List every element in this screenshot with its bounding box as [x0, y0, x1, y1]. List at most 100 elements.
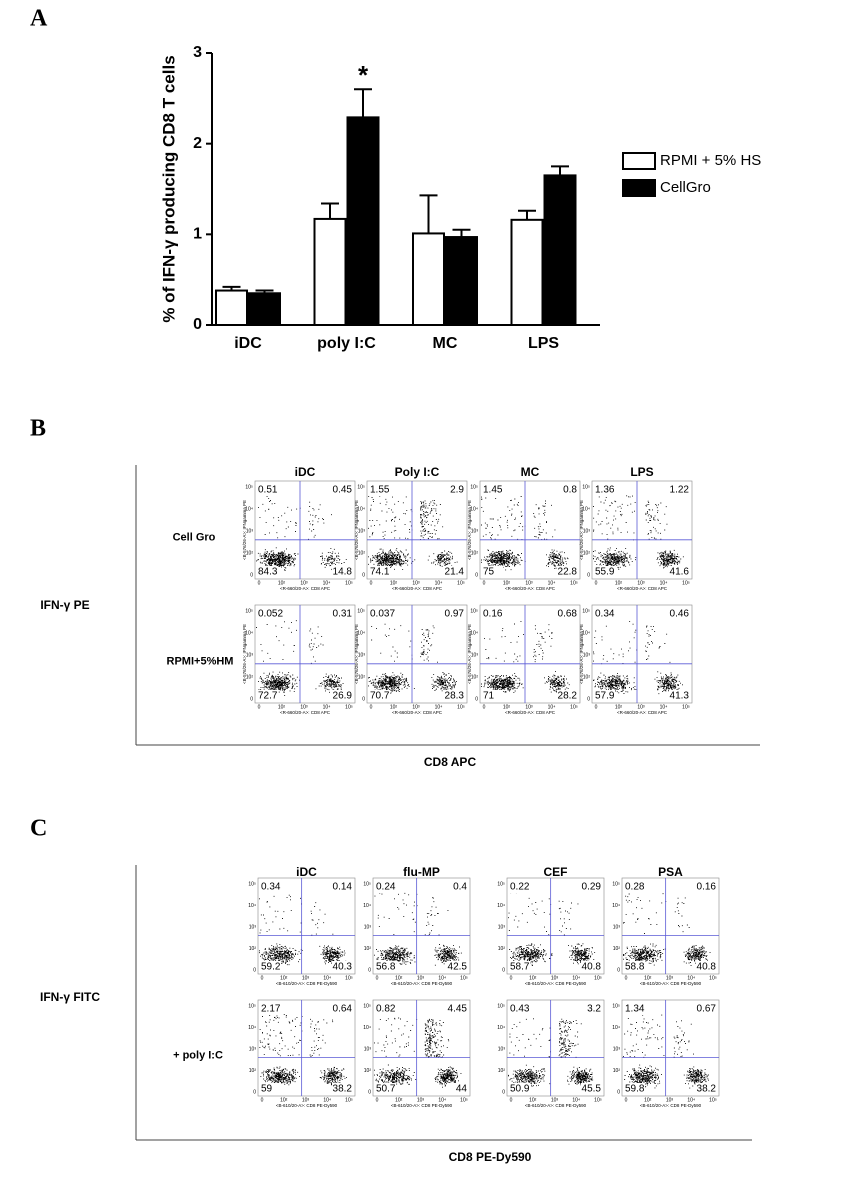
flow-plot: 0.43 3.2 50.9 45.5 00 10² 10² 10³ 10³ 10⁴ 10⁴ 10⁵ 10… — [497, 999, 605, 1108]
quadrant-value: 1.55 — [370, 485, 390, 496]
quadrant-value: 44 — [456, 1084, 468, 1095]
quadrant-value: 22.8 — [558, 567, 578, 578]
quadrant-value: 1.22 — [670, 485, 690, 496]
plot-tick-label: 10² — [471, 550, 479, 556]
plot-tick-label: 0 — [370, 704, 373, 710]
plot-tick-label: 10⁴ — [323, 1097, 331, 1103]
quadrant-value: 75 — [483, 567, 495, 578]
flow-plot: 0.24 0.4 56.8 42.5 00 10² 10² 10³ 10³ 10⁴ 10⁴ 10⁵ 10… — [363, 877, 471, 986]
panel-label: A — [30, 6, 48, 32]
bar — [215, 289, 248, 326]
label-bg — [368, 484, 390, 496]
quadrant-value: 59.2 — [261, 962, 281, 973]
label-bg — [669, 566, 691, 578]
plot-tick-label: 0 — [617, 1089, 620, 1095]
plot-tick-label: 10⁵ — [460, 975, 468, 981]
plot-tick-label: 10³ — [583, 652, 591, 658]
plot-tick-label: 10⁴ — [687, 975, 695, 981]
label-bg — [669, 608, 691, 620]
plot-tick-label: 10⁵ — [248, 1003, 256, 1009]
label-bg — [696, 881, 718, 893]
plot-tick-label: 10⁵ — [460, 1097, 468, 1103]
plot-tick-label: 10⁴ — [497, 903, 505, 909]
plot-tick-label: 10² — [503, 704, 511, 710]
plot-tick-label: 0 — [250, 572, 253, 578]
label-bg — [669, 484, 691, 496]
plot-tick-label: 10³ — [246, 528, 254, 534]
plot-tick-label: 10² — [395, 975, 403, 981]
plot-tick-label: 10⁴ — [572, 975, 580, 981]
label-bg — [623, 1083, 645, 1095]
plot-tick-label: 10³ — [666, 975, 674, 981]
plot-tick-label: 10² — [644, 975, 652, 981]
plot-tick-label: 10² — [613, 1068, 621, 1074]
column-title: iDC — [295, 465, 316, 479]
dots — [256, 496, 347, 571]
plot-axis-title: <B-610/20-A>: CD8 PE-Dy590 — [276, 981, 338, 986]
plot-tick-label: 10⁵ — [582, 608, 590, 614]
plot-tick-label: 10² — [498, 1068, 506, 1074]
quadrant-value: 45.5 — [582, 1084, 602, 1095]
plot-tick-label: 10⁵ — [709, 975, 717, 981]
quadrant-value: 40.8 — [582, 962, 602, 973]
plot-tick-label: 10³ — [583, 528, 591, 534]
plot-tick-label: 0 — [483, 704, 486, 710]
plot-tick-label: 10⁴ — [248, 1025, 256, 1031]
flow-plot: 0.51 0.45 84.3 14.8 00 10² 10² 10³ 10³ 10⁴ 10⁴ 10⁵ 1… — [242, 480, 356, 591]
plot-tick-label: 10³ — [613, 924, 621, 930]
plot-tick-label: 0 — [258, 704, 261, 710]
column-title: Poly I:C — [395, 465, 440, 479]
plot-tick-label: 10² — [249, 946, 257, 952]
legend-swatch — [622, 179, 656, 197]
quadrant-value: 41.3 — [670, 691, 690, 702]
label-bg — [332, 961, 354, 973]
quadrant-value: 0.16 — [483, 609, 503, 620]
plot-tick-label: 10⁵ — [582, 484, 590, 490]
plot-tick-label: 10² — [613, 946, 621, 952]
label-bg — [256, 484, 278, 496]
plot-tick-label: 10⁴ — [245, 506, 253, 512]
label-bg — [696, 961, 718, 973]
plot-tick-label: 10³ — [300, 580, 308, 586]
plot-tick-label: 10⁴ — [323, 975, 331, 981]
annotation: * — [358, 60, 369, 90]
plot-tick-label: 0 — [587, 572, 590, 578]
dots — [368, 495, 458, 572]
plot-tick-label: 10³ — [471, 528, 479, 534]
plot-tick-label: 0 — [510, 975, 513, 981]
quadrant-value: 50.9 — [510, 1084, 530, 1095]
label-bg — [259, 1003, 281, 1015]
plot-tick-label: 0 — [376, 975, 379, 981]
plot-tick-label: 10⁵ — [357, 484, 365, 490]
plot-tick-label: 10³ — [551, 975, 559, 981]
quadrant-value: 0.4 — [453, 882, 467, 893]
plot-tick-label: 10⁵ — [470, 484, 478, 490]
legend-label: CellGro — [660, 179, 711, 196]
quadrant-value: 72.7 — [258, 691, 278, 702]
panel-label: C — [30, 816, 47, 842]
x-tick-label: LPS — [528, 335, 559, 352]
plot-tick-label: 10² — [395, 1097, 403, 1103]
dots — [623, 1014, 709, 1089]
label-bg — [557, 484, 579, 496]
x-tick-label: poly I:C — [317, 335, 376, 352]
quadrant-value: 55.9 — [595, 567, 615, 578]
plot-tick-label: 10² — [644, 1097, 652, 1103]
y-tick-label: 1 — [193, 226, 202, 243]
plot-tick-label: 10² — [278, 580, 286, 586]
flow-plot: 0.34 0.46 57.9 41.3 00 10² 10² 10³ 10³ 10⁴ 10⁴ 10⁵ 1… — [579, 604, 693, 715]
plot-tick-label: 10⁵ — [497, 1003, 505, 1009]
plot-tick-label: 10³ — [498, 1046, 506, 1052]
plot-axis-title: <R-660/20-A>: CD8 APC — [280, 586, 331, 591]
plot-tick-label: 10⁵ — [363, 1003, 371, 1009]
dots — [481, 620, 570, 695]
label-bg — [259, 961, 281, 973]
plot-tick-label: 0 — [376, 1097, 379, 1103]
label-bg — [623, 881, 645, 893]
plot-tick-label: 10⁴ — [323, 704, 331, 710]
plot-tick-label: 0 — [475, 696, 478, 702]
plot-tick-label: 10⁵ — [248, 881, 256, 887]
x-axis-title: CD8 PE-Dy590 — [449, 1150, 532, 1164]
plot-tick-label: 10⁴ — [435, 704, 443, 710]
plot-tick-label: 10³ — [358, 652, 366, 658]
